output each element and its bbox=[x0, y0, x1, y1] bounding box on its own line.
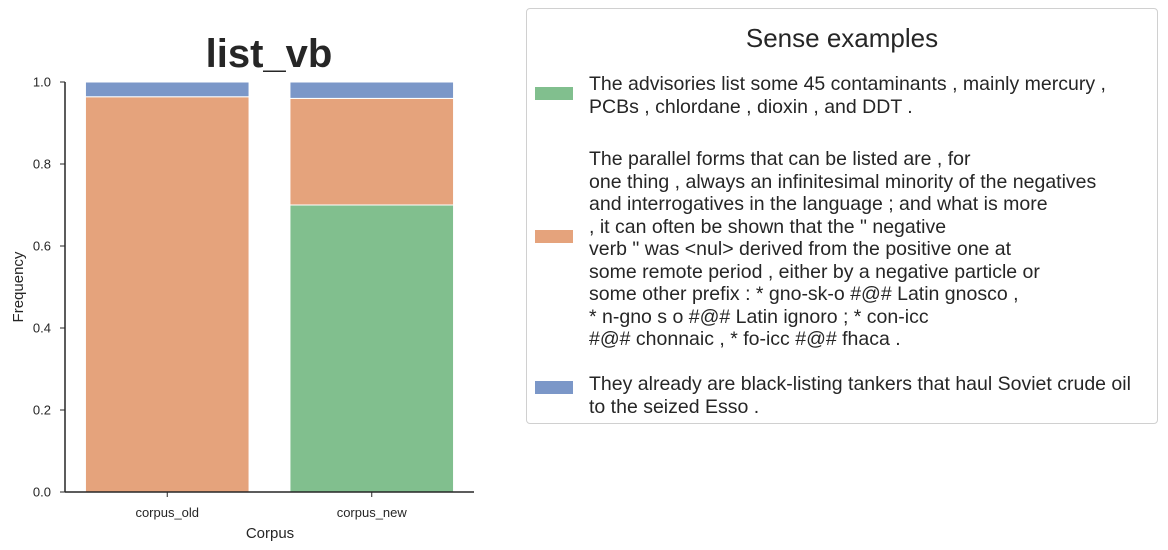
y-tick-label-0.0: 0.0 bbox=[33, 485, 51, 500]
bar-corpus_old-segment-1 bbox=[84, 96, 250, 493]
bar-corpus_new-segment-0 bbox=[289, 204, 455, 493]
chart-title: list_vb bbox=[206, 32, 333, 76]
x-axis-ticks: corpus_old corpus_new bbox=[135, 492, 407, 520]
legend-text-orange: The parallel forms that can be listed ar… bbox=[589, 148, 1097, 350]
y-tick-label-0.4: 0.4 bbox=[33, 321, 51, 336]
y-axis-label: Frequency bbox=[10, 251, 27, 322]
y-axis-ticks: 0.0 0.2 0.4 0.6 0.8 1.0 bbox=[33, 75, 65, 500]
y-tick-label-0.2: 0.2 bbox=[33, 403, 51, 418]
legend-text-blue: They already are black-listing tankers t… bbox=[589, 373, 1131, 418]
y-tick-label-0.6: 0.6 bbox=[33, 239, 51, 254]
stacked-bar-chart: list_vb 0.00.20.40.60.81.0 corpus_old cor… bbox=[10, 32, 474, 542]
x-axis-label: Corpus bbox=[246, 525, 294, 542]
legend-swatch-blue bbox=[535, 381, 573, 394]
bars-group bbox=[84, 81, 455, 493]
legend-text-green: The advisories list some 45 contaminants… bbox=[589, 73, 1106, 118]
legend: Sense examples The advisories list some … bbox=[526, 8, 1158, 424]
y-tick-label-0.8: 0.8 bbox=[33, 157, 51, 172]
x-tick-label-corpus_new: corpus_new bbox=[337, 505, 408, 520]
legend-swatch-orange bbox=[535, 230, 573, 243]
bar-corpus_new-segment-2 bbox=[289, 81, 455, 99]
bar-corpus_new-segment-1 bbox=[289, 97, 455, 206]
x-tick-label-corpus_old: corpus_old bbox=[135, 505, 199, 520]
legend-swatch-green bbox=[535, 87, 573, 100]
bar-corpus_old-segment-2 bbox=[84, 81, 250, 98]
legend-title: Sense examples bbox=[745, 23, 939, 53]
y-tick-label-1.0: 1.0 bbox=[33, 75, 51, 90]
